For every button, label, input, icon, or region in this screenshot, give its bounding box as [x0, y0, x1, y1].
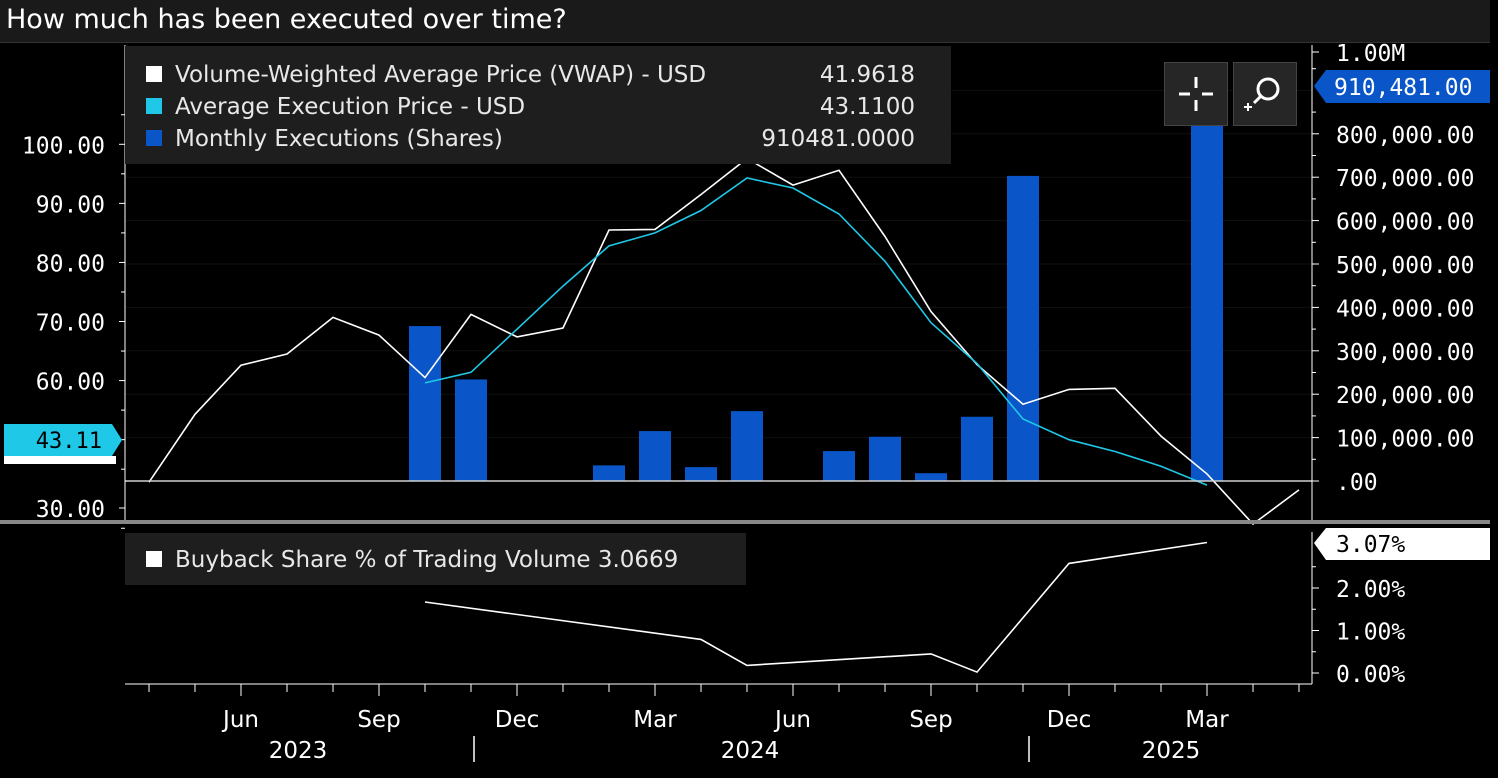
- zoom-button[interactable]: [1233, 62, 1297, 126]
- vwap-line: [148, 157, 1300, 526]
- x-year-label: 2024: [721, 738, 780, 764]
- legend-value: 41.9618: [820, 62, 915, 88]
- legend-value: 910481.0000: [761, 126, 915, 152]
- badges: 43.11 910,481.00: [4, 70, 1490, 464]
- right-tick-label: 100,000.00: [1336, 427, 1474, 453]
- bar-2024-09: [915, 473, 947, 481]
- right-tick-label: 600,000.00: [1336, 210, 1474, 236]
- x-year-label: 2023: [269, 738, 328, 764]
- grid-top: [125, 89, 1312, 439]
- buyback-share-line: [424, 541, 1208, 674]
- legend: Volume-Weighted Average Price (VWAP) - U…: [125, 46, 951, 164]
- right-tick-label: 700,000.00: [1336, 166, 1474, 192]
- bottom-badge-shape: [1314, 528, 1490, 560]
- right-tick-label: 400,000.00: [1336, 296, 1474, 322]
- x-tick-label: Jun: [221, 707, 259, 733]
- bar-2024-05: [731, 411, 763, 481]
- right-tick-label: 500,000.00: [1336, 253, 1474, 279]
- crosshair-button[interactable]: [1164, 62, 1228, 126]
- x-tick-label: Sep: [909, 707, 952, 733]
- bottom-panel: Buyback Share % of Trading Volume 3.0669…: [125, 528, 1490, 688]
- left-tick-label: 70.00: [36, 311, 105, 337]
- right-badge-shape: [1314, 70, 1490, 103]
- left-badge-shape: [4, 424, 122, 456]
- x-tick-label: Sep: [357, 707, 400, 733]
- bottom-legend-swatch: [146, 551, 162, 567]
- x-year-label: 2025: [1142, 738, 1201, 764]
- left-tick-label: 90.00: [36, 192, 105, 218]
- bar-2024-03: [639, 431, 671, 481]
- bar-2023-10: [409, 326, 441, 481]
- bar-2024-10: [961, 416, 993, 481]
- left-tick-label: 80.00: [36, 251, 105, 277]
- bottom-right-tick-label: 0.00%: [1336, 662, 1405, 688]
- bar-2024-04: [685, 467, 717, 481]
- chart-title: How much has been executed over time?: [6, 4, 567, 35]
- x-tick-label: Dec: [1047, 707, 1092, 733]
- right-tick-label: 800,000.00: [1336, 123, 1474, 149]
- bottom-right-tick-label: 1.00%: [1336, 620, 1405, 646]
- x-tick-label: Dec: [495, 707, 540, 733]
- bar-2024-08: [869, 436, 901, 481]
- x-tick-label: Mar: [1185, 707, 1229, 733]
- zoom-icon: [1244, 77, 1280, 111]
- bar-series: [409, 85, 1223, 481]
- left-tick-label: 30.00: [36, 497, 105, 523]
- bottom-legend-box: [125, 533, 746, 585]
- legend-value: 43.1100: [820, 94, 915, 120]
- left-badge-value: 43.11: [36, 429, 102, 454]
- left-tick-label: 100.00: [22, 133, 105, 159]
- bar-2024-11: [1007, 175, 1039, 481]
- legend-swatch: [146, 66, 162, 82]
- avg-execution-line: [424, 177, 1208, 486]
- bar-2024-07: [823, 451, 855, 481]
- right-tick-label: 1.00M: [1336, 41, 1405, 67]
- bottom-badge-value: 3.07%: [1336, 532, 1405, 558]
- line-series: [148, 157, 1300, 526]
- x-tick-label: Mar: [633, 707, 677, 733]
- legend-label: Volume-Weighted Average Price (VWAP) - U…: [175, 62, 706, 88]
- legend-box: [125, 46, 951, 164]
- legend-swatch: [146, 98, 162, 114]
- left-badge-underlay: [4, 456, 116, 464]
- legend-label: Monthly Executions (Shares): [175, 126, 503, 152]
- legend-swatch: [146, 130, 162, 146]
- right-badge-value: 910,481.00: [1334, 75, 1472, 101]
- bar-2024-02: [593, 465, 625, 481]
- bottom-right-tick-label: 2.00%: [1336, 577, 1405, 603]
- right-tick-label: 300,000.00: [1336, 340, 1474, 366]
- legend-label: Average Execution Price - USD: [175, 94, 525, 120]
- x-tick-label: Jun: [773, 707, 811, 733]
- right-tick-label: .00: [1336, 470, 1378, 496]
- bar-2023-11: [455, 379, 487, 481]
- bar-2025-03: [1191, 85, 1223, 481]
- title-bar: How much has been executed over time?: [0, 0, 1490, 43]
- left-tick-label: 60.00: [36, 370, 105, 396]
- right-tick-label: 200,000.00: [1336, 383, 1474, 409]
- x-axis: Jun Sep Dec Mar Jun Sep Dec Mar 2023 2024 2025: [148, 684, 1300, 764]
- crosshair-icon: [1179, 77, 1213, 111]
- axes: 100.0090.0080.0070.0060.0050.0030.001.00…: [0, 41, 1490, 685]
- bottom-legend-label: Buyback Share % of Trading Volume 3.0669: [175, 547, 678, 573]
